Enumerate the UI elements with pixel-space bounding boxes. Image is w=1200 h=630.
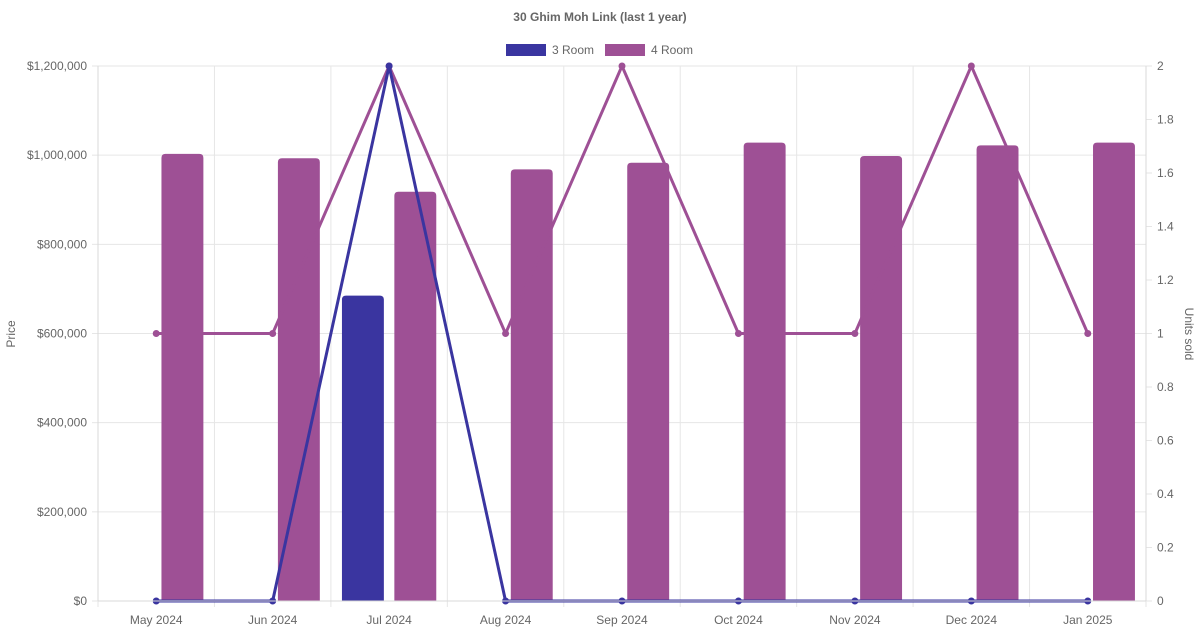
y-axis-title: Price — [4, 320, 18, 348]
grid — [97, 65, 1147, 607]
y2-axis-title: Units sold — [1182, 308, 1196, 361]
x-tick-label: Jun 2024 — [248, 613, 298, 627]
y-tick-label: $1,200,000 — [27, 59, 87, 73]
legend-swatch-3-room — [506, 44, 546, 56]
y2-tick-label: 2 — [1157, 59, 1164, 73]
y-tick-label: $0 — [74, 594, 88, 608]
x-tick-label: Jan 2025 — [1063, 613, 1113, 627]
bar-4-room[interactable] — [394, 191, 437, 601]
point-units-4-room[interactable] — [269, 330, 277, 337]
legend-item-4-room[interactable]: 4 Room — [605, 43, 693, 57]
y2-tick-label: 0.2 — [1157, 541, 1174, 555]
x-tick-label: Nov 2024 — [829, 613, 881, 627]
x-tick-label: Dec 2024 — [946, 613, 998, 627]
legend-label-4-room: 4 Room — [651, 43, 693, 57]
bar-4-room[interactable] — [627, 162, 670, 601]
y2-tick-label: 1 — [1157, 327, 1164, 341]
point-units-4-room[interactable] — [152, 330, 160, 337]
axes: $0 $200,000 $400,000 $600,000 $800,000 $1,000… — [27, 59, 1174, 627]
bar-4-room[interactable] — [743, 142, 786, 601]
bar-4-room[interactable] — [1093, 142, 1135, 601]
legend-item-3-room[interactable]: 3 Room — [506, 43, 594, 57]
bar-3-room[interactable] — [341, 295, 384, 601]
point-units-4-room[interactable] — [502, 330, 510, 337]
bars — [161, 142, 1135, 601]
bar-4-room[interactable] — [161, 153, 204, 601]
legend-swatch-4-room — [605, 44, 645, 56]
y2-tick-label: 1.2 — [1157, 273, 1174, 287]
x-tick-label: Sep 2024 — [596, 613, 648, 627]
y2-tick-label: 0.4 — [1157, 487, 1174, 501]
point-units-4-room[interactable] — [851, 330, 859, 337]
x-tick-label: May 2024 — [130, 613, 183, 627]
y-tick-label: $200,000 — [37, 505, 87, 519]
y2-tick-label: 0 — [1157, 594, 1164, 608]
bar-4-room[interactable] — [510, 169, 553, 601]
y-tick-label: $400,000 — [37, 416, 87, 430]
point-units-4-room[interactable] — [734, 330, 742, 337]
y2-tick-label: 0.6 — [1157, 434, 1174, 448]
y-tick-label: $1,000,000 — [27, 148, 87, 162]
point-units-3-room[interactable] — [385, 62, 393, 70]
y2-tick-label: 1.6 — [1157, 166, 1174, 180]
x-tick-label: Oct 2024 — [714, 613, 763, 627]
point-units-4-room[interactable] — [967, 62, 975, 70]
bar-4-room[interactable] — [860, 156, 903, 601]
y2-tick-label: 0.8 — [1157, 380, 1174, 394]
y2-tick-label: 1.8 — [1157, 113, 1174, 127]
x-tick-label: Jul 2024 — [366, 613, 412, 627]
legend: 3 Room 4 Room — [506, 43, 693, 57]
legend-label-3-room: 3 Room — [552, 43, 594, 57]
y2-tick-label: 1.4 — [1157, 220, 1174, 234]
y-tick-label: $600,000 — [37, 327, 87, 341]
y-tick-label: $800,000 — [37, 237, 87, 251]
point-units-4-room[interactable] — [1084, 330, 1092, 337]
x-tick-label: Aug 2024 — [480, 613, 532, 627]
bar-4-room[interactable] — [277, 158, 320, 601]
chart-title: 30 Ghim Moh Link (last 1 year) — [513, 10, 686, 24]
bar-4-room[interactable] — [976, 145, 1019, 601]
point-units-4-room[interactable] — [618, 62, 626, 70]
